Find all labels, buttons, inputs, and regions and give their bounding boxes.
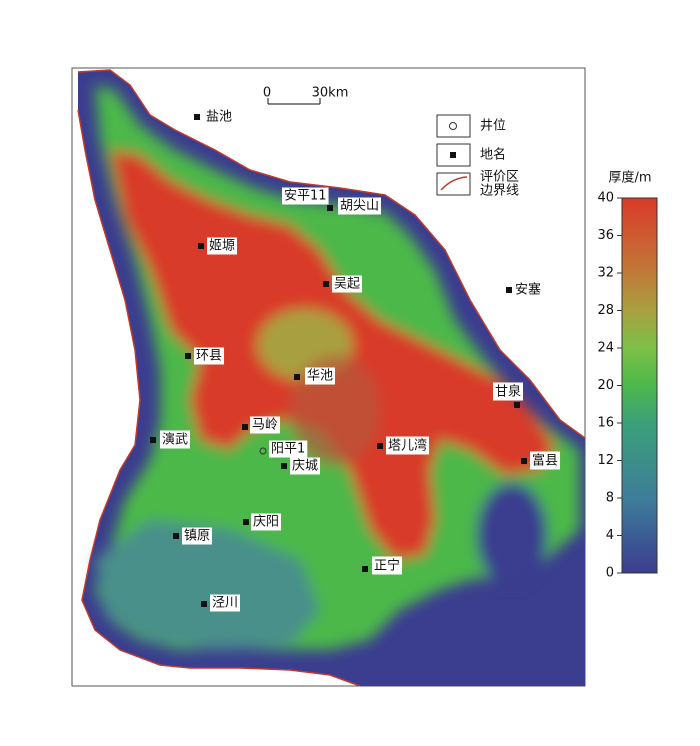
town-marker bbox=[173, 533, 179, 539]
town-label: 演武 bbox=[162, 432, 188, 448]
colorbar-tick-label: 20 bbox=[597, 378, 614, 393]
town-label: 华池 bbox=[307, 369, 333, 384]
legend-boundary-symbol bbox=[440, 176, 468, 191]
town-marker bbox=[185, 353, 191, 359]
town-label: 镇原 bbox=[184, 529, 210, 544]
colorbar-tick-label: 4 bbox=[606, 528, 614, 543]
label-background bbox=[305, 367, 336, 385]
label-background bbox=[493, 382, 524, 401]
legend-label: 井位 bbox=[480, 119, 506, 134]
label-background bbox=[250, 416, 281, 434]
town-label: 正宁 bbox=[374, 558, 400, 574]
town-marker bbox=[362, 566, 368, 572]
label-background bbox=[530, 451, 561, 470]
town-label: 塔儿湾 bbox=[388, 438, 427, 454]
colorbar-tick-label: 40 bbox=[597, 191, 614, 206]
label-background bbox=[282, 187, 329, 205]
colorbar-tick-label: 36 bbox=[597, 228, 614, 243]
legend-label: 边界线 bbox=[480, 184, 519, 199]
colorbar-tick-label: 24 bbox=[597, 341, 614, 356]
town-label: 姬塬 bbox=[209, 239, 235, 254]
legend-box bbox=[436, 172, 471, 196]
label-background bbox=[372, 556, 403, 575]
town-marker bbox=[377, 443, 383, 449]
town-label: 安塞 bbox=[515, 282, 541, 298]
colorbar-tick-label: 0 bbox=[606, 566, 614, 581]
colorbar-tick-label: 8 bbox=[606, 491, 614, 506]
label-background bbox=[210, 594, 241, 612]
town-marker bbox=[201, 601, 207, 607]
town-marker bbox=[150, 437, 156, 443]
colorbar-tick-label: 12 bbox=[597, 453, 614, 468]
town-marker bbox=[327, 205, 333, 211]
scale-label: 30km bbox=[312, 86, 349, 101]
label-background bbox=[251, 513, 282, 531]
town-label: 胡尖山 bbox=[340, 199, 379, 214]
label-background bbox=[332, 275, 363, 293]
legend-well-symbol bbox=[449, 122, 457, 130]
legend-town-symbol bbox=[450, 152, 456, 158]
colorbar-tick-label: 28 bbox=[597, 303, 614, 318]
well-label: 安平11 bbox=[284, 189, 327, 204]
town-label: 甘泉 bbox=[495, 384, 521, 400]
town-marker bbox=[514, 402, 520, 408]
town-marker bbox=[323, 281, 329, 287]
label-background bbox=[269, 440, 308, 458]
town-label: 吴起 bbox=[334, 277, 360, 292]
town-label: 马岭 bbox=[252, 418, 278, 433]
town-marker bbox=[506, 287, 512, 293]
legend-label: 评价区 bbox=[480, 170, 519, 185]
town-marker bbox=[198, 243, 204, 249]
label-background bbox=[338, 197, 382, 215]
colorbar-tick-label: 32 bbox=[597, 266, 614, 281]
town-marker bbox=[194, 114, 200, 120]
town-label: 庆阳 bbox=[253, 515, 279, 530]
town-marker bbox=[243, 519, 249, 525]
town-label: 富县 bbox=[532, 453, 558, 469]
legend-label: 地名 bbox=[480, 147, 506, 163]
town-marker bbox=[521, 458, 527, 464]
town-label: 盐池 bbox=[206, 110, 232, 125]
colorbar-tick-label: 16 bbox=[597, 416, 614, 431]
label-background bbox=[160, 430, 191, 449]
label-background bbox=[386, 436, 430, 455]
legend-box bbox=[436, 114, 471, 138]
town-marker bbox=[294, 374, 300, 380]
town-marker bbox=[281, 463, 287, 469]
label-background bbox=[182, 527, 213, 545]
well-label: 阳平1 bbox=[271, 442, 305, 457]
label-background bbox=[513, 280, 544, 299]
town-label: 泾川 bbox=[212, 596, 238, 611]
well-marker bbox=[259, 447, 267, 455]
label-background bbox=[194, 347, 225, 365]
colorbar bbox=[621, 197, 658, 574]
town-label: 环县 bbox=[196, 349, 222, 364]
town-label: 庆城 bbox=[292, 459, 318, 474]
scale-label: 0 bbox=[263, 86, 271, 101]
label-background bbox=[204, 108, 235, 126]
colorbar-title: 厚度/m bbox=[608, 170, 651, 186]
label-background bbox=[290, 457, 321, 475]
label-background bbox=[207, 237, 238, 255]
town-marker bbox=[242, 424, 248, 430]
